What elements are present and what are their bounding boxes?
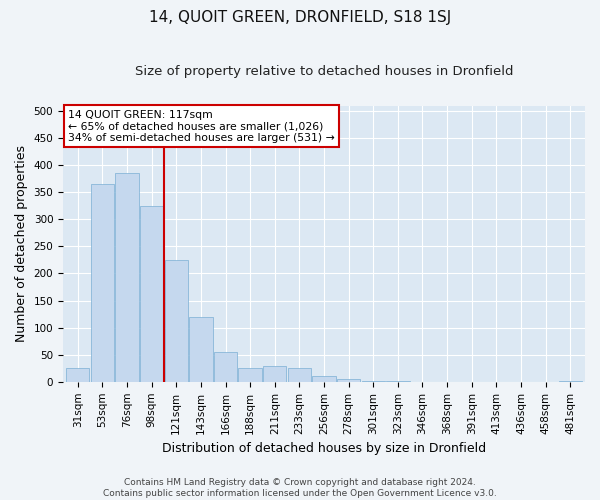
Bar (362, 380, 385, 382)
Bar (115, 174, 139, 382)
Bar (214, 352, 237, 382)
Bar (91, 184, 114, 382)
Bar (66, 368, 89, 382)
Bar (337, 379, 361, 382)
Bar (164, 260, 188, 382)
Text: 14 QUOIT GREEN: 117sqm
← 65% of detached houses are smaller (1,026)
34% of semi-: 14 QUOIT GREEN: 117sqm ← 65% of detached… (68, 110, 335, 143)
Text: 14, QUOIT GREEN, DRONFIELD, S18 1SJ: 14, QUOIT GREEN, DRONFIELD, S18 1SJ (149, 10, 451, 25)
Text: Contains HM Land Registry data © Crown copyright and database right 2024.
Contai: Contains HM Land Registry data © Crown c… (103, 478, 497, 498)
Bar (140, 206, 163, 382)
Bar (263, 366, 286, 382)
Y-axis label: Number of detached properties: Number of detached properties (15, 145, 28, 342)
Bar (238, 368, 262, 382)
Bar (559, 380, 582, 382)
Bar (189, 317, 212, 382)
X-axis label: Distribution of detached houses by size in Dronfield: Distribution of detached houses by size … (162, 442, 486, 455)
Bar (287, 368, 311, 382)
Bar (313, 376, 336, 382)
Title: Size of property relative to detached houses in Dronfield: Size of property relative to detached ho… (135, 65, 513, 78)
